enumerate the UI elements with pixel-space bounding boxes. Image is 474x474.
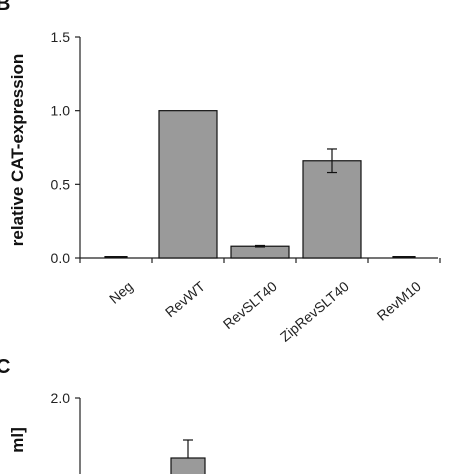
category-label: RevWT <box>162 278 208 321</box>
chart-b: relative CAT-expression 0.0 0.5 1.0 1.5 Neg… <box>8 29 441 345</box>
chart-c: ml] 2.0 <box>8 390 206 474</box>
panel-c-label: C <box>0 356 10 378</box>
category-label: Neg <box>106 278 136 307</box>
y-tick-label-b: 1.5 <box>51 29 71 45</box>
bar-c <box>170 457 206 474</box>
category-label: RevSLT40 <box>220 278 280 332</box>
category-label: RevM10 <box>374 278 424 324</box>
panel-b-label: B <box>0 0 10 15</box>
y-tick-label-b: 1.0 <box>51 103 71 119</box>
y-axis-title-b: relative CAT-expression <box>8 54 27 246</box>
bar-ziprevslt40 <box>302 160 362 259</box>
category-label: ZipRevSLT40 <box>277 278 352 345</box>
y-axis-title-c: ml] <box>8 427 27 453</box>
y-tick-label-b: 0.5 <box>51 176 71 192</box>
y-tick-label-b: 0.0 <box>51 250 71 266</box>
bar-revwt <box>158 110 218 259</box>
y-tick-label-c: 2.0 <box>51 390 71 406</box>
bar-revslt40 <box>230 245 290 259</box>
